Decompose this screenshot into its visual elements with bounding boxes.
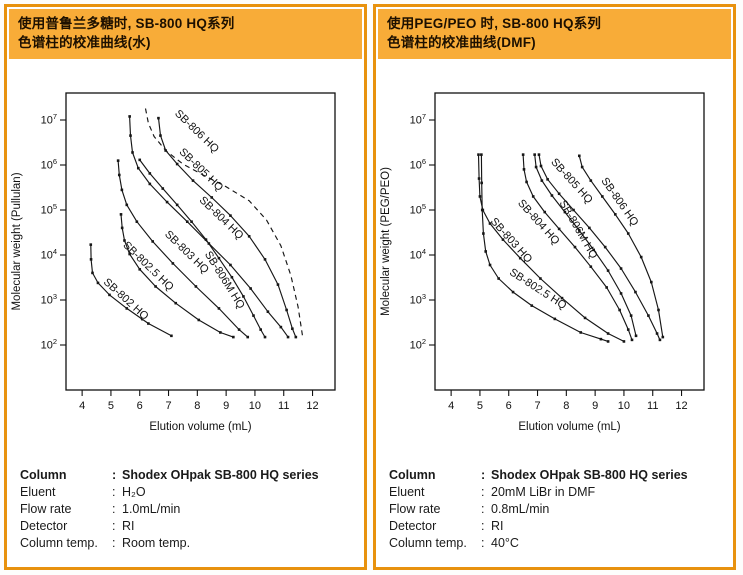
svg-text:11: 11	[278, 400, 289, 412]
svg-text:SB-806 HQ: SB-806 HQ	[172, 108, 221, 156]
spec-value: Shodex OHpak SB-800 HQ series	[491, 468, 688, 483]
spec-row: Detector: RI	[389, 518, 727, 535]
svg-text:6: 6	[506, 400, 512, 412]
svg-text:102: 102	[41, 337, 57, 352]
svg-text:9: 9	[592, 400, 598, 412]
svg-text:107: 107	[410, 112, 426, 127]
spec-separator: :	[112, 502, 116, 517]
spec-separator: :	[112, 519, 116, 534]
panel-water-header-line1: 使用普鲁兰多糖时, SB-800 HQ系列	[18, 16, 235, 31]
spec-table-dmf: Column: Shodex OHpak SB-800 HQ series Elu…	[389, 467, 727, 552]
svg-text:12: 12	[675, 400, 687, 412]
svg-text:SB-802 HQ: SB-802 HQ	[101, 276, 151, 323]
svg-text:SB-805 HQ: SB-805 HQ	[548, 156, 595, 206]
svg-text:SB-804 HQ: SB-804 HQ	[197, 195, 246, 243]
svg-text:107: 107	[41, 112, 57, 127]
svg-text:Elution volume (mL): Elution volume (mL)	[518, 421, 620, 433]
svg-text:9: 9	[223, 400, 229, 412]
spec-value: 40°C	[491, 536, 519, 551]
svg-text:4: 4	[79, 400, 85, 412]
calibration-chart-peg-peo-dmf: 4 5 6 7 8 9 10 11 12 102 103 104 105 106 107 Elution vo…	[380, 92, 705, 433]
spec-value: RI	[491, 519, 504, 534]
svg-text:8: 8	[194, 400, 200, 412]
spec-separator: :	[481, 485, 485, 500]
svg-text:8: 8	[563, 400, 569, 412]
spec-separator: :	[112, 468, 117, 483]
spec-row: Column temp.: Room temp.	[20, 535, 358, 552]
spec-label: Column temp.	[389, 536, 467, 551]
panel-water-header: 使用普鲁兰多糖时, SB-800 HQ系列 色谱柱的校准曲线(水)	[9, 9, 362, 60]
svg-text:103: 103	[41, 292, 57, 307]
svg-text:5: 5	[477, 400, 483, 412]
svg-text:4: 4	[448, 400, 454, 412]
panel-water-header-line2: 色谱柱的校准曲线(水)	[18, 34, 151, 50]
spec-separator: :	[112, 536, 116, 551]
panel-dmf: 使用PEG/PEO 时, SB-800 HQ系列 色谱柱的校准曲线(DMF) 4…	[373, 4, 736, 570]
svg-text:SB-805 HQ: SB-805 HQ	[177, 146, 226, 194]
svg-text:10: 10	[618, 400, 630, 412]
svg-text:Molecular weight (PEG/PEO): Molecular weight (PEG/PEO)	[380, 167, 392, 316]
spec-separator: :	[112, 485, 116, 500]
svg-text:7: 7	[534, 400, 540, 412]
svg-text:SB-803 HQ: SB-803 HQ	[488, 216, 535, 266]
svg-text:SB-804 HQ: SB-804 HQ	[515, 198, 562, 248]
svg-text:Elution volume (mL): Elution volume (mL)	[149, 421, 251, 433]
spec-label: Flow rate	[20, 502, 72, 517]
calibration-chart-pullulan-water: 4 5 6 7 8 9 10 11 12 102 103 104 105 106 107 Elution vo…	[11, 92, 336, 433]
svg-text:6: 6	[137, 400, 143, 412]
spec-value: Room temp.	[122, 536, 191, 551]
svg-text:106: 106	[410, 157, 426, 172]
spec-label: Column	[20, 468, 67, 483]
spec-row: Flow rate:1.0mL/min	[20, 501, 358, 518]
svg-text:7: 7	[165, 400, 171, 412]
spec-row: Column temp.:40°C	[389, 535, 727, 552]
svg-text:5: 5	[108, 400, 114, 412]
spec-label: Flow rate	[389, 502, 441, 517]
svg-text:10: 10	[249, 400, 261, 412]
spec-label: Column	[389, 468, 436, 483]
spec-label: Eluent	[20, 485, 56, 500]
spec-separator: :	[481, 502, 485, 517]
panel-water: 使用普鲁兰多糖时, SB-800 HQ系列 色谱柱的校准曲线(水) 4 5 6 7 8 9…	[4, 4, 367, 570]
spec-value: H₂O	[122, 485, 146, 500]
svg-text:104: 104	[410, 247, 426, 262]
spec-label: Detector	[389, 519, 437, 534]
svg-text:105: 105	[41, 202, 57, 217]
spec-label: Detector	[20, 519, 68, 534]
spec-row: Eluent:20mM LiBr in DMF	[389, 484, 727, 501]
spec-value: Shodex OHpak SB-800 HQ series	[122, 468, 319, 483]
svg-text:106: 106	[41, 157, 57, 172]
spec-row: Flow rate:0.8mL/min	[389, 501, 727, 518]
spec-separator: :	[481, 468, 486, 483]
svg-text:SB-802.5 HQ: SB-802.5 HQ	[507, 267, 569, 313]
svg-text:Molecular weight (Pullulan): Molecular weight (Pullulan)	[11, 173, 23, 311]
panel-dmf-header-line1: 使用PEG/PEO 时, SB-800 HQ系列	[387, 16, 602, 31]
spec-value: 1.0mL/min	[122, 502, 181, 517]
spec-row: Column: Shodex OHpak SB-800 HQ series	[20, 467, 358, 484]
spec-row: Column: Shodex OHpak SB-800 HQ series	[389, 467, 727, 484]
svg-text:11: 11	[647, 400, 658, 412]
spec-separator: :	[481, 536, 485, 551]
svg-text:102: 102	[410, 337, 426, 352]
svg-text:SB-802.5 HQ: SB-802.5 HQ	[120, 240, 176, 294]
svg-text:103: 103	[410, 292, 426, 307]
panel-dmf-header: 使用PEG/PEO 时, SB-800 HQ系列 色谱柱的校准曲线(DMF)	[378, 9, 731, 60]
spec-value: RI	[122, 519, 135, 534]
spec-label: Eluent	[389, 485, 425, 500]
panel-dmf-header-line2: 色谱柱的校准曲线(DMF)	[387, 34, 536, 50]
spec-label: Column temp.	[20, 536, 98, 551]
spec-separator: :	[481, 519, 485, 534]
spec-value: 0.8mL/min	[491, 502, 550, 517]
spec-row: Detector: RI	[20, 518, 358, 535]
svg-text:104: 104	[41, 247, 57, 262]
svg-text:105: 105	[410, 202, 426, 217]
spec-value: 20mM LiBr in DMF	[491, 485, 596, 500]
svg-text:SB-803 HQ: SB-803 HQ	[162, 229, 211, 277]
spec-row: Eluent: H₂O	[20, 484, 358, 501]
svg-text:12: 12	[306, 400, 318, 412]
spec-table-water: Column: Shodex OHpak SB-800 HQ series Elu…	[20, 467, 358, 552]
